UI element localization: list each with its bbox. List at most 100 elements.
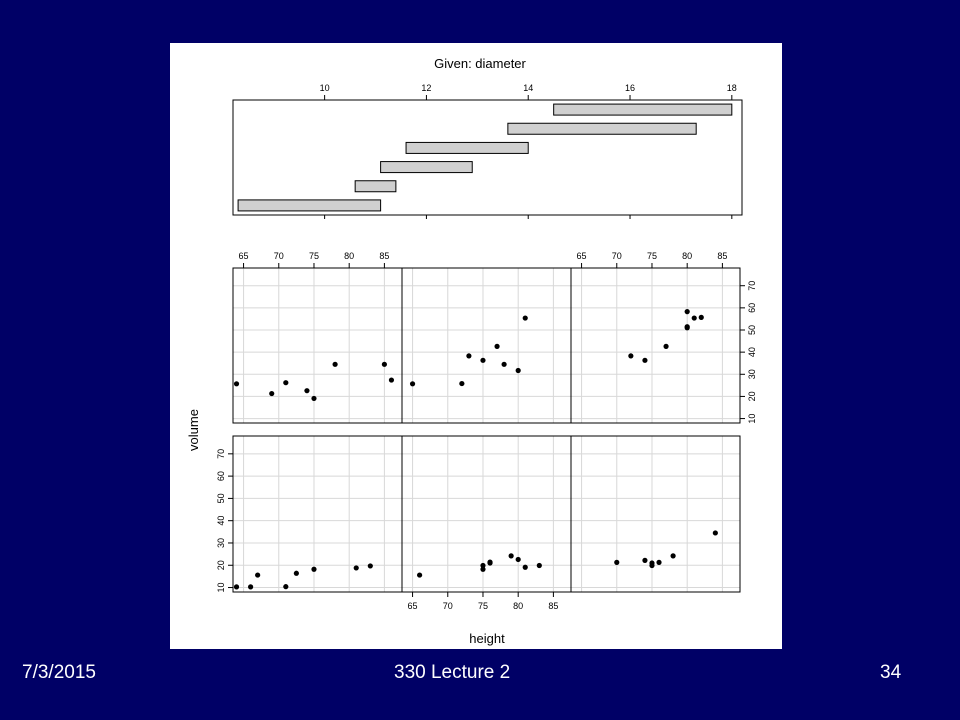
x-tick-label: 75 [478,601,488,611]
y-tick-label: 70 [216,449,226,459]
scatter-panel-frame [570,267,741,424]
x-tick-label: 80 [513,601,523,611]
data-point [712,530,718,536]
data-point [283,584,289,590]
x-tick-label: 75 [309,251,319,261]
data-point [522,564,528,570]
given-title: Given: diameter [434,56,526,71]
data-point [233,584,240,590]
x-tick-label: 80 [344,251,354,261]
given-interval-bar [507,122,697,135]
scatter-panel-frame [232,267,403,424]
data-point [649,560,655,566]
given-interval-bar [237,199,382,212]
y-tick-label: 70 [747,281,757,291]
data-point [459,380,465,387]
data-point [311,395,317,402]
y-tick-label: 20 [216,560,226,570]
y-tick-label: 50 [216,493,226,503]
y-tick-label: 60 [216,471,226,481]
data-point [332,361,338,367]
given-tick-label: 16 [625,83,635,93]
x-tick-label: 85 [717,251,727,261]
x-tick-label: 85 [379,251,389,261]
y-axis-label: volume [186,409,201,451]
data-point [487,559,493,565]
data-point [293,570,299,576]
data-point [656,559,662,565]
data-point [417,572,423,578]
footer-page-number: 34 [880,662,902,683]
data-point [304,388,310,394]
data-point [233,381,240,387]
data-point [480,357,486,363]
x-tick-label: 80 [682,251,692,261]
given-interval-bar [354,180,397,193]
scatter-panel-frame [232,435,403,593]
data-point [283,380,289,386]
y-tick-label: 50 [747,325,757,335]
data-point [480,562,486,569]
data-point [494,343,500,349]
data-point [248,584,254,590]
data-point [381,361,387,367]
x-tick-label: 70 [612,251,622,261]
data-point [508,553,514,559]
data-point [663,343,669,349]
y-tick-label: 10 [747,414,757,424]
given-interval-bar [405,141,529,154]
y-tick-label: 20 [747,391,757,401]
data-point [670,553,676,559]
data-point [255,572,261,578]
data-point [409,381,416,387]
data-point [367,563,373,569]
y-tick-label: 30 [216,538,226,548]
y-tick-label: 10 [216,583,226,593]
x-tick-label: 65 [239,251,249,261]
data-point [480,566,486,572]
figure-panel: Given: diameter 10 12 14 16 18 65 70 75 80 85 65 70 7… [170,43,782,649]
given-tick-label: 14 [523,83,533,93]
data-point [466,353,472,359]
footer-title: 330 Lecture 2 [394,662,511,683]
data-point [691,315,697,321]
given-tick-label: 18 [727,83,737,93]
data-point [614,559,620,565]
scatter-panel-frame [401,267,572,424]
x-tick-label: 75 [647,251,657,261]
data-point [684,324,690,330]
x-tick-label: 70 [443,601,453,611]
scatter-panel-frame [401,435,572,593]
data-point [388,377,395,383]
data-point [536,562,542,569]
data-point [515,556,521,563]
data-point [628,353,634,359]
y-tick-label: 40 [216,516,226,526]
data-point [515,367,521,374]
given-interval-bar [553,103,733,116]
data-point [698,314,704,320]
y-tick-label: 40 [747,347,757,357]
coplot-figure: Given: diameter 10 12 14 16 18 65 70 75 80 85 65 70 7… [186,56,757,646]
x-axis-label: height [469,631,505,646]
data-point [642,357,648,363]
data-point [684,309,690,315]
scatter-panel-frame [570,435,741,593]
data-point [269,390,275,397]
data-point [522,315,528,321]
given-tick-label: 10 [320,83,330,93]
x-tick-label: 65 [577,251,587,261]
data-point [501,361,507,367]
x-tick-label: 65 [408,601,418,611]
data-point [311,566,317,572]
y-tick-label: 30 [747,369,757,379]
given-panel-frame [232,99,743,216]
y-tick-label: 60 [747,303,757,313]
given-interval-bar [380,161,473,174]
data-point [642,557,648,563]
given-tick-label: 12 [421,83,431,93]
x-tick-label: 85 [548,601,558,611]
footer-date: 7/3/2015 [22,662,96,683]
data-point [353,565,359,571]
x-tick-label: 70 [274,251,284,261]
